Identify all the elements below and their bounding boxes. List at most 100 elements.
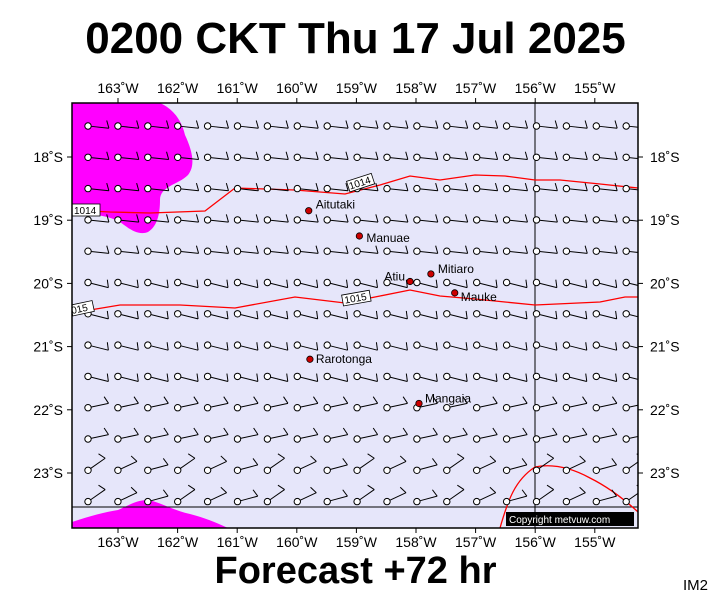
wind-barb — [413, 182, 439, 193]
wind-barb — [622, 153, 638, 162]
wind-barb — [532, 310, 558, 320]
wind-barb — [562, 455, 586, 474]
wind-barb — [174, 214, 200, 224]
wind-barb — [502, 214, 528, 224]
wind-barb — [323, 182, 349, 193]
lon-label-top: 158˚W — [395, 80, 437, 96]
wind-barb — [562, 486, 586, 506]
wind-barb — [592, 214, 618, 224]
isobar-label-1015-east: 1015 — [341, 289, 372, 307]
wind-barb — [443, 310, 468, 320]
wind-barb — [114, 245, 140, 255]
lat-label-right: 19˚S — [650, 212, 680, 228]
isobar-label-1015-west: 1015 — [72, 300, 95, 318]
lon-label-bottom: 162˚W — [157, 534, 199, 550]
wind-barb — [84, 120, 110, 130]
wind-barb — [263, 182, 289, 193]
island-label: Rarotonga — [316, 352, 372, 366]
wind-barb — [413, 278, 438, 289]
wind-barb — [323, 151, 349, 162]
wind-barb — [443, 120, 469, 130]
lon-label-top: 159˚W — [336, 80, 378, 96]
wind-barb — [174, 341, 199, 351]
wind-barb — [383, 214, 409, 224]
wind-barb — [532, 278, 558, 289]
wind-barb — [443, 245, 469, 255]
wind-barb — [353, 245, 379, 255]
wind-barb — [502, 120, 528, 130]
lon-label-top: 157˚W — [455, 80, 497, 96]
isobar-1016 — [499, 465, 638, 528]
wind-barb — [114, 455, 138, 474]
wind-barb — [532, 214, 558, 224]
wind-barb — [592, 427, 618, 443]
wind-barb — [532, 372, 558, 382]
image-code-label: IM2 — [683, 577, 709, 594]
wind-barb — [293, 396, 319, 412]
wind-barb — [562, 182, 588, 193]
lon-label-top: 160˚W — [276, 80, 318, 96]
wind-barb — [263, 214, 289, 224]
wind-barb — [413, 151, 439, 162]
wind-barb — [203, 427, 229, 443]
wind-barb — [233, 310, 259, 320]
wind-barb — [413, 341, 438, 351]
wind-barb — [203, 120, 229, 130]
lat-label-left: 22˚S — [33, 402, 63, 418]
wind-barb — [144, 151, 170, 162]
wind-barb — [293, 372, 319, 382]
wind-barb — [562, 310, 588, 320]
wind-barb — [502, 245, 528, 255]
wind-barb — [502, 427, 528, 443]
lon-label-bottom: 159˚W — [336, 534, 378, 550]
wind-barb — [293, 214, 319, 224]
wind-barb — [293, 455, 317, 474]
wind-barb — [144, 182, 170, 193]
wind-barb — [263, 372, 289, 382]
wind-barb — [622, 184, 638, 193]
lat-label-left: 23˚S — [33, 465, 63, 481]
wind-barb — [592, 182, 618, 193]
wind-barb — [233, 182, 259, 193]
wind-barb — [114, 182, 140, 193]
wind-barb — [84, 151, 110, 162]
lon-label-bottom: 156˚W — [515, 534, 557, 550]
wind-barb — [502, 489, 528, 506]
wind-barb — [592, 278, 618, 289]
wind-barb — [383, 151, 409, 162]
wind-barb — [84, 484, 106, 506]
wind-barb — [323, 396, 349, 412]
wind-barb — [532, 151, 558, 162]
isobar-1015 — [72, 289, 638, 314]
wind-barb — [233, 120, 259, 130]
lat-label-right: 20˚S — [650, 275, 680, 291]
wind-barb — [323, 458, 348, 474]
wind-barb — [114, 341, 139, 351]
wind-barb — [263, 396, 289, 412]
wind-barb — [413, 120, 439, 130]
wind-barb — [473, 455, 497, 474]
wind-barb — [114, 396, 139, 412]
wind-barb — [144, 310, 169, 320]
wind-barb — [114, 310, 139, 320]
wind-barb — [502, 458, 528, 474]
wind-barb — [233, 341, 259, 351]
lon-label-top: 161˚W — [217, 80, 259, 96]
wind-barb — [562, 396, 588, 412]
wind-barb — [233, 278, 259, 289]
wind-barb — [114, 372, 139, 382]
wind-barb — [233, 245, 259, 255]
wind-barb — [502, 341, 528, 351]
wind-barb — [84, 182, 110, 193]
wind-barb — [473, 214, 499, 224]
wind-barb — [562, 120, 588, 130]
wind-barb — [174, 396, 199, 412]
wind-barb — [532, 453, 554, 474]
lon-label-bottom: 163˚W — [97, 534, 139, 550]
wind-barb — [562, 427, 588, 443]
wind-barb — [592, 151, 618, 162]
wind-barb — [263, 310, 289, 320]
island-marker — [306, 355, 314, 363]
copyright-box — [506, 512, 634, 526]
